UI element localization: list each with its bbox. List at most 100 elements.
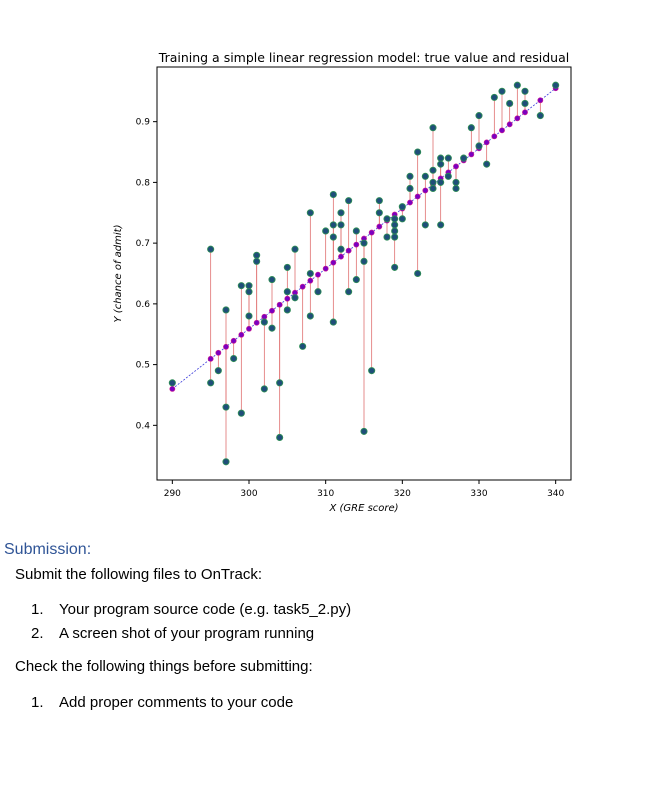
predicted-point — [246, 325, 252, 332]
predicted-point — [169, 385, 176, 392]
predicted-point — [330, 259, 337, 266]
x-tick-label: 300 — [240, 489, 257, 499]
true-value-point — [237, 409, 245, 417]
true-value-point — [260, 385, 268, 393]
list-text: Add proper comments to your code — [59, 694, 294, 711]
predicted-point — [422, 187, 429, 194]
x-tick-label: 340 — [547, 489, 564, 499]
true-value-point — [276, 433, 284, 442]
true-value-point — [283, 263, 291, 271]
true-value-point — [352, 276, 360, 284]
predicted-point — [284, 295, 291, 302]
true-value-point — [521, 99, 529, 107]
true-value-point — [283, 306, 291, 314]
files-list: 1. Your program source code (e.g. task5_2… — [31, 598, 351, 646]
predicted-point — [269, 307, 275, 314]
list-number: 2. — [31, 625, 44, 642]
predicted-point — [345, 247, 352, 254]
true-value-point — [498, 87, 506, 95]
x-tick-label: 310 — [317, 489, 334, 499]
true-value-point — [483, 160, 491, 168]
true-value-point — [375, 197, 383, 205]
predicted-point — [506, 121, 513, 128]
check-intro: Check the following things before submit… — [15, 658, 313, 675]
true-value-point — [383, 233, 391, 241]
true-value-point — [222, 458, 230, 466]
true-value-point — [475, 112, 483, 120]
true-value-point — [490, 93, 498, 101]
predicted-point — [537, 97, 544, 104]
list-text: Your program source code (e.g. task5_2.p… — [59, 601, 352, 618]
true-value-point — [475, 142, 483, 150]
predicted-point — [338, 253, 344, 260]
predicted-point — [414, 193, 421, 200]
predicted-point — [238, 331, 245, 338]
y-tick-label: 0.7 — [136, 239, 150, 249]
true-value-point — [230, 354, 238, 363]
true-value-point — [253, 251, 261, 259]
plot-frame — [156, 66, 572, 481]
y-tick-label: 0.4 — [136, 421, 151, 431]
true-value-point — [260, 318, 268, 326]
true-value-point — [368, 367, 376, 375]
predicted-point — [407, 199, 413, 206]
true-value-point — [352, 227, 360, 235]
true-value-point — [513, 81, 521, 89]
y-tick-label: 0.6 — [136, 300, 151, 310]
predicted-point — [215, 349, 222, 356]
true-value-point — [444, 154, 452, 162]
true-value-point — [383, 215, 391, 223]
true-value-point — [337, 245, 345, 253]
true-value-point — [421, 172, 429, 180]
x-tick-label: 330 — [470, 489, 487, 499]
true-value-point — [421, 221, 429, 229]
y-axis-label: Y (chance of admit) — [113, 225, 124, 323]
checks-list: 1. Add proper comments to your code — [31, 691, 293, 715]
true-value-point — [429, 184, 437, 193]
true-value-point — [207, 379, 215, 387]
list-number: 1. — [31, 601, 44, 618]
true-value-point — [291, 294, 299, 302]
true-value-point — [245, 312, 253, 320]
predicted-point — [207, 355, 214, 362]
true-value-point — [306, 269, 314, 278]
predicted-point — [322, 265, 329, 272]
y-tick-label: 0.5 — [136, 361, 150, 371]
true-value-point — [398, 203, 406, 211]
true-value-point — [299, 342, 307, 350]
true-value-point — [429, 124, 437, 132]
true-value-point — [337, 221, 345, 229]
true-value-point — [268, 276, 276, 284]
list-item: 1. Your program source code (e.g. task5_2… — [31, 598, 351, 622]
true-value-point — [437, 154, 445, 162]
true-value-point — [345, 288, 353, 296]
submission-heading: Submission: — [4, 541, 92, 558]
true-value-point — [414, 269, 422, 278]
true-value-point — [375, 209, 383, 217]
true-value-point — [406, 184, 414, 193]
list-text: A screen shot of your program running — [59, 625, 315, 642]
predicted-point — [499, 127, 505, 134]
true-value-point — [437, 160, 445, 168]
true-value-point — [414, 148, 422, 156]
regression-line — [172, 87, 556, 390]
true-value-point — [391, 233, 399, 241]
true-value-point — [506, 99, 514, 107]
predicted-point — [315, 271, 321, 278]
true-value-point — [337, 209, 345, 217]
true-value-point — [253, 257, 261, 265]
predicted-point — [353, 241, 360, 248]
true-value-point — [322, 227, 330, 235]
true-value-point — [467, 124, 475, 132]
true-value-point — [345, 197, 353, 205]
true-value-point — [360, 257, 368, 265]
predicted-point — [453, 163, 459, 170]
true-value-point — [452, 178, 460, 186]
true-value-point — [521, 87, 529, 95]
true-value-point — [398, 215, 406, 223]
true-value-point — [460, 154, 468, 162]
true-value-point — [306, 209, 314, 217]
chart-svg: Training a simple linear regression mode… — [113, 50, 572, 514]
true-value-point — [329, 190, 337, 199]
predicted-point — [253, 319, 260, 326]
